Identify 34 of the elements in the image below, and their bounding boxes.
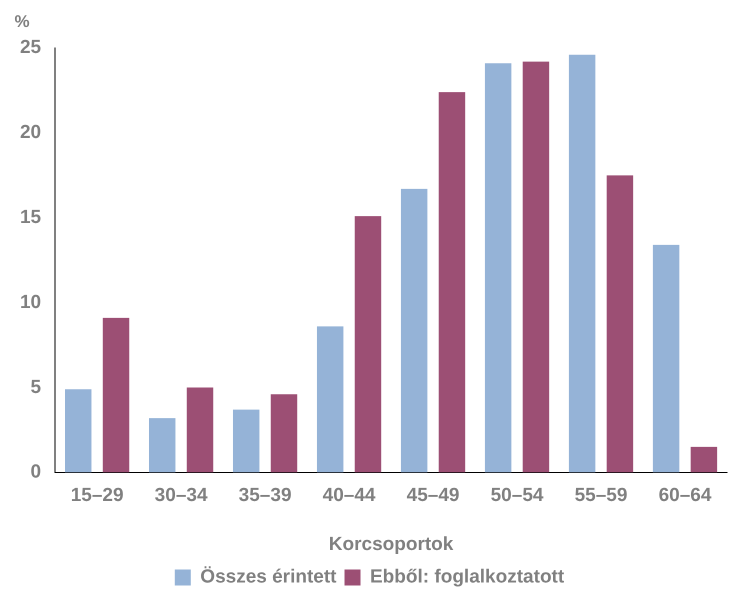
bar (652, 244, 680, 472)
x-tick-label: 45–49 (406, 485, 460, 506)
bar (354, 216, 382, 472)
bar (270, 394, 298, 472)
x-tick-label: 15–29 (70, 485, 124, 506)
bar (438, 92, 466, 472)
bar (606, 175, 634, 472)
bar (568, 54, 596, 472)
x-tick-label: 40–44 (322, 485, 376, 506)
legend-label: Ebből: foglalkoztatott (370, 566, 565, 588)
bar (690, 446, 718, 472)
y-tick-label: 5 (30, 376, 42, 398)
legend-label: Összes érintett (200, 566, 338, 588)
x-tick-label: 30–34 (154, 485, 208, 506)
y-tick-label: 15 (20, 206, 42, 228)
x-tick-label: 50–54 (490, 485, 544, 506)
y-tick-label: 25 (20, 37, 42, 58)
x-axis-title: Korcsoportok (328, 534, 454, 555)
bar (148, 418, 176, 472)
bar (316, 326, 344, 472)
x-tick-label: 60–64 (658, 485, 712, 506)
y-tick-label: 20 (20, 122, 42, 144)
bar (484, 63, 512, 472)
bar (65, 389, 92, 472)
y-tick-label: 0 (30, 462, 42, 483)
x-tick-label: 35–39 (238, 485, 292, 506)
bar (102, 318, 130, 472)
bar (186, 388, 214, 472)
y-tick-label: 10 (20, 292, 42, 313)
x-tick-label: 55–59 (574, 485, 628, 506)
y-axis-title: % (14, 12, 30, 32)
bar (522, 62, 550, 472)
bar (232, 410, 260, 472)
bar (400, 188, 428, 472)
